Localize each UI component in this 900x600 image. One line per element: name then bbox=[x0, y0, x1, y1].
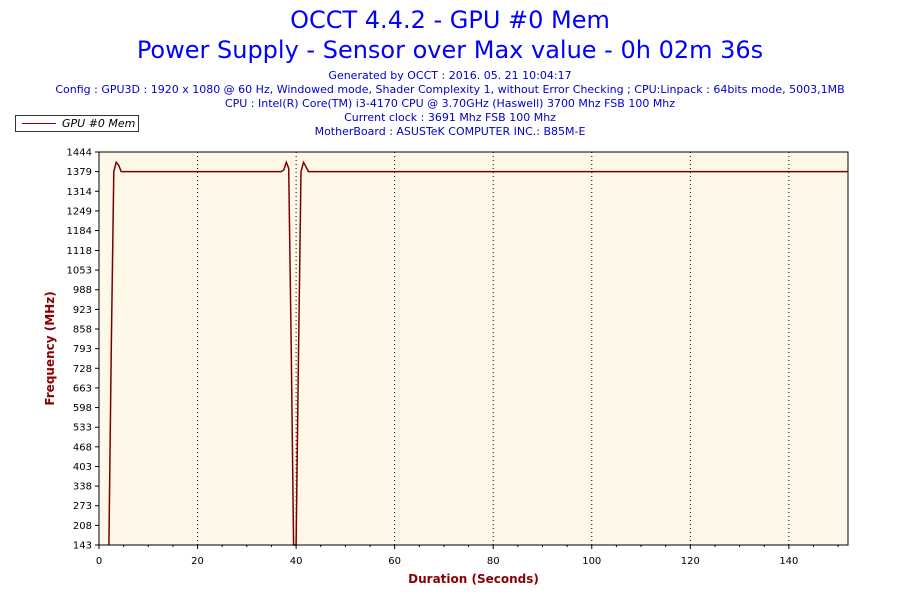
x-tick-label-140: 140 bbox=[779, 556, 798, 567]
grid-lines bbox=[197, 152, 790, 545]
series-layer bbox=[108, 160, 848, 546]
y-axis-title: Frequency (MHz) bbox=[43, 291, 57, 405]
x-tick-label-0: 0 bbox=[96, 556, 102, 567]
y-tick-label-338: 338 bbox=[73, 482, 92, 493]
cpu-info: CPU : Intel(R) Core(TM) i3-4170 CPU @ 3.… bbox=[224, 97, 676, 110]
y-tick-label-988: 988 bbox=[73, 285, 92, 296]
x-tick-label-80: 80 bbox=[487, 556, 500, 567]
y-tick-label-1249: 1249 bbox=[67, 206, 92, 217]
x-tick-label-20: 20 bbox=[191, 556, 204, 567]
plot-area bbox=[99, 152, 848, 545]
y-tick-label-663: 663 bbox=[73, 383, 92, 394]
x-tick-label-120: 120 bbox=[681, 556, 700, 567]
chart-subtitle: Power Supply - Sensor over Max value - 0… bbox=[136, 36, 764, 64]
x-tick-label-40: 40 bbox=[290, 556, 303, 567]
y-axis: 143 208 273 338 403 468 533 598 663 728 793 858 923 9… bbox=[67, 148, 99, 552]
y-tick-label-598: 598 bbox=[73, 403, 92, 414]
y-tick-label-793: 793 bbox=[73, 344, 92, 355]
motherboard-info: MotherBoard : ASUSTeK COMPUTER INC.: B85… bbox=[314, 125, 586, 138]
y-tick-label-273: 273 bbox=[73, 501, 92, 512]
y-tick-label-208: 208 bbox=[73, 521, 92, 532]
y-tick-label-1184: 1184 bbox=[67, 226, 92, 237]
x-tick-label-100: 100 bbox=[582, 556, 601, 567]
y-tick-label-1444: 1444 bbox=[67, 148, 92, 159]
series-line-gpu-mem bbox=[108, 160, 848, 546]
generated-info: Generated by OCCT : 2016. 05. 21 10:04:1… bbox=[328, 69, 572, 82]
y-tick-label-1379: 1379 bbox=[67, 167, 92, 178]
clock-info: Current clock : 3691 Mhz FSB 100 Mhz bbox=[344, 111, 556, 124]
y-tick-label-923: 923 bbox=[73, 305, 92, 316]
x-axis-title: Duration (Seconds) bbox=[408, 572, 539, 586]
y-tick-label-1314: 1314 bbox=[67, 187, 92, 198]
legend-entry-gpu-mem: GPU #0 Mem bbox=[62, 117, 136, 130]
y-tick-label-143: 143 bbox=[73, 541, 92, 552]
y-tick-label-403: 403 bbox=[73, 462, 92, 473]
y-tick-label-1118: 1118 bbox=[67, 246, 92, 257]
y-tick-label-468: 468 bbox=[73, 442, 92, 453]
y-tick-label-858: 858 bbox=[73, 325, 92, 336]
config-info: Config : GPU3D : 1920 x 1080 @ 60 Hz, Wi… bbox=[55, 83, 845, 96]
x-axis: 0 20 40 60 80 100 120 140 bbox=[96, 545, 839, 567]
y-tick-label-1053: 1053 bbox=[67, 266, 92, 277]
x-tick-label-60: 60 bbox=[388, 556, 401, 567]
y-tick-label-533: 533 bbox=[73, 423, 92, 434]
y-tick-label-728: 728 bbox=[73, 364, 92, 375]
chart-title: OCCT 4.4.2 - GPU #0 Mem bbox=[290, 6, 610, 34]
chart-legend: GPU #0 Mem bbox=[15, 115, 139, 132]
legend-swatch bbox=[22, 123, 56, 124]
